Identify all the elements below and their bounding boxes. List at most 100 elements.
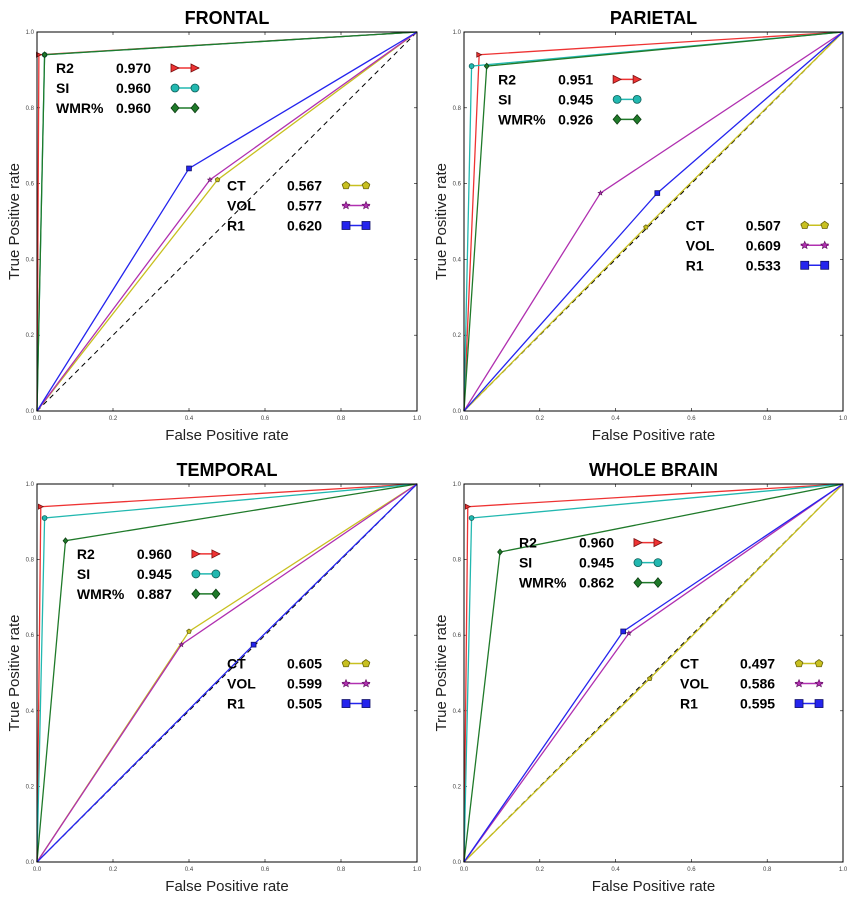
legend-marker-ct [800,220,809,229]
x-tick-label: 0.8 [763,416,772,422]
legend-marker-ct [794,659,804,668]
legend-label: CT [680,656,699,672]
legend-marker-wmr [170,102,180,114]
legend-auc-value: 0.926 [558,111,593,127]
legend-label: VOL [227,197,256,213]
data-point-si [41,515,48,521]
data-point-vol [178,641,185,648]
legend-label: CT [686,217,705,233]
x-tick-label: 1.0 [413,867,422,873]
y-tick-label: 0.4 [26,257,35,263]
plot-frame [36,483,418,863]
legend-marker-wmr [191,588,201,600]
y-axis-label: True Positive rate [6,615,23,732]
legend-marker-ct [361,659,371,668]
legend-marker-r1 [361,699,371,708]
legend-auc-value: 0.960 [137,546,172,562]
y-tick-label: 0.4 [26,709,35,715]
legend-marker-r1 [341,221,351,230]
legend-marker-r1 [800,260,810,270]
y-tick-label: 0.8 [26,558,35,564]
legend-auc-value: 0.620 [287,217,322,233]
data-point-si [468,515,475,521]
data-point-wmr [62,537,69,545]
legend-auc-value: 0.595 [740,696,775,712]
legend-marker-vol [800,240,810,250]
data-point-r1 [654,190,661,196]
y-tick-label: 1.0 [26,482,35,488]
legend-auc-value: 0.586 [740,676,775,692]
legend-marker-wmr [211,588,221,600]
x-tick-label: 0.2 [109,867,118,873]
data-point-ct [186,628,192,634]
x-tick-label: 0.0 [33,416,42,422]
y-tick-label: 0.2 [26,784,35,790]
legend-auc-value: 0.505 [287,696,322,712]
legend-auc-value: 0.970 [116,60,151,76]
x-tick-label: 0.0 [460,416,469,422]
legend-auc-value: 0.497 [740,656,775,672]
y-tick-label: 0.2 [453,333,462,339]
x-tick-label: 0.2 [536,867,545,873]
legend-marker-r2 [632,74,643,85]
legend-marker-r2 [191,549,201,559]
legend-auc-value: 0.605 [287,656,322,672]
legend-label: R1 [686,257,704,273]
y-tick-label: 0.0 [26,860,35,866]
y-tick-label: 0.0 [453,409,462,415]
legend-marker-wmr [612,113,622,125]
legend-marker-ct [820,220,829,229]
x-tick-label: 0.8 [337,867,346,873]
plot-frame [463,483,844,863]
legend-auc-value: 0.960 [116,100,151,116]
legend-auc-value: 0.567 [287,177,322,193]
legend-marker-r2 [190,63,200,73]
legend-label: R2 [77,546,95,562]
x-axis-label: False Positive rate [592,878,715,895]
legend-marker-vol [814,678,824,688]
data-point-r1 [186,165,192,172]
x-axis-label: False Positive rate [592,427,715,444]
legend-upper-left: R2 0.960 SI 0.945 WMR% 0.887 [77,546,221,602]
legend-auc-value: 0.599 [287,676,322,692]
legend-label: SI [519,555,532,571]
chart-title: TEMPORAL [177,460,278,480]
series-line-ct [463,31,844,412]
legend-marker-wmr [190,102,200,114]
y-tick-label: 0.0 [26,409,35,415]
legend-center-right: CT 0.567 VOL 0.577 R1 0.620 [227,177,371,233]
x-tick-label: 0.4 [185,416,194,422]
x-tick-label: 1.0 [839,416,848,422]
chart-title: WHOLE BRAIN [589,460,718,480]
x-tick-label: 0.8 [337,416,346,422]
legend-marker-vol [341,678,351,688]
y-axis-label: True Positive rate [6,163,23,280]
legend-auc-value: 0.887 [137,586,172,602]
x-tick-label: 1.0 [839,867,848,873]
y-tick-label: 0.8 [26,106,35,112]
y-tick-label: 0.4 [453,257,462,263]
legend-marker-r2 [170,63,180,73]
x-tick-label: 0.0 [460,867,469,873]
y-tick-label: 0.2 [26,333,35,339]
panel-temporal: TEMPORAL False Positive rate True Positive… [6,460,422,895]
legend-label: SI [56,80,69,96]
data-point-ct [646,675,653,682]
legend-marker-r1 [794,699,804,708]
legend-label: VOL [227,676,256,692]
legend-marker-vol [794,678,804,688]
y-tick-label: 0.2 [453,784,462,790]
legend-marker-wmr [653,577,663,589]
legend-marker-r1 [341,699,351,708]
legend-upper-left: R2 0.960 SI 0.945 WMR% 0.862 [519,535,663,591]
x-tick-label: 0.2 [536,416,545,422]
y-tick-label: 0.8 [453,558,462,564]
legend-label: CT [227,656,246,672]
legend-marker-ct [341,659,351,668]
legend-marker-si [211,569,221,579]
legend-marker-r2 [633,537,643,548]
x-axis-label: False Positive rate [165,427,288,444]
legend-marker-si [190,83,200,93]
data-point-r2 [38,503,45,510]
y-tick-label: 0.6 [453,633,462,639]
